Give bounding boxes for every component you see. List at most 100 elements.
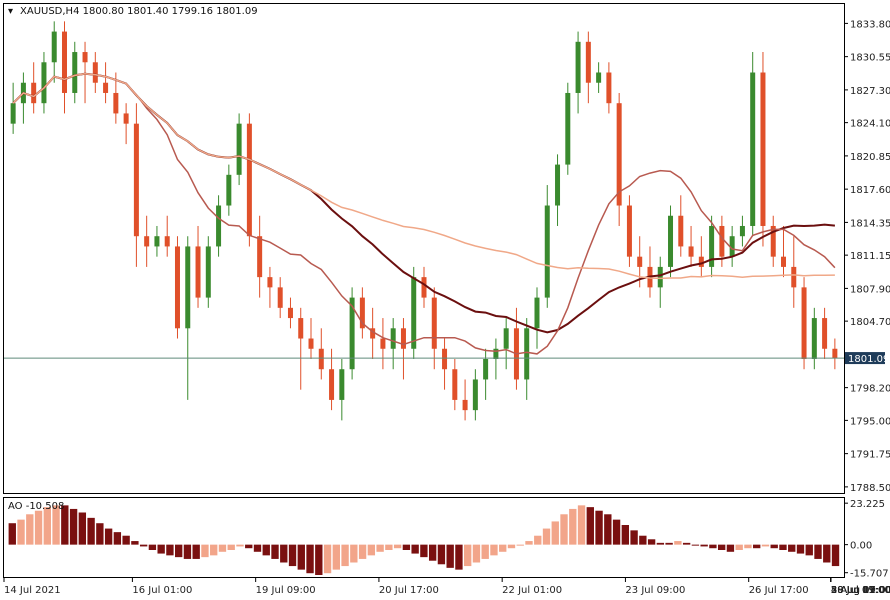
candle-body (277, 287, 283, 308)
ao-bar (61, 505, 69, 545)
ao-bar (166, 544, 174, 556)
current-price-tag (845, 352, 885, 365)
candle-body (596, 72, 602, 83)
candle-body (709, 225, 715, 267)
candle-body (298, 318, 304, 339)
candle-body (339, 369, 345, 400)
time-tick-label: 16 Jul 01:00 (132, 585, 192, 596)
price-candles (10, 21, 838, 421)
candle-body (205, 246, 211, 298)
candle-body (750, 72, 756, 226)
price-tick-label: 1814.35 (850, 218, 890, 229)
ao-bar (218, 544, 227, 552)
candle-body (123, 113, 129, 124)
candle-body (472, 379, 478, 411)
ao-bar (139, 544, 148, 547)
ao-bar (507, 544, 516, 549)
ao-bar (560, 514, 568, 545)
price-tick-label: 1833.80 (850, 19, 890, 30)
ao-bar (595, 510, 603, 545)
ao-bar (464, 544, 472, 567)
ao-bar (131, 541, 139, 545)
ao-bar (639, 535, 647, 545)
ao-bar (700, 544, 708, 547)
price-panel-frame (3, 3, 845, 494)
ao-bar (814, 544, 822, 559)
candle-body (287, 307, 293, 319)
ao-bar (691, 544, 700, 546)
candle-body (308, 338, 314, 349)
ao-bar (612, 519, 621, 545)
ao-bar (210, 544, 218, 556)
ao-bar (717, 544, 726, 550)
ao-bar (656, 542, 665, 545)
candle-body (72, 52, 78, 93)
ao-bar (779, 544, 787, 550)
ao-histogram (8, 505, 840, 575)
time-tick-label: 22 Jul 01:00 (502, 585, 562, 596)
candle-body (154, 236, 160, 247)
candle-body (668, 215, 674, 267)
ao-bar (516, 544, 524, 546)
candle-body (493, 348, 499, 359)
ao-bar (262, 544, 270, 556)
ao-bar (682, 542, 691, 545)
candle-body (113, 92, 119, 114)
ao-bar (709, 544, 717, 549)
ao-bar (148, 544, 157, 550)
ao-bar (472, 544, 481, 563)
price-tick-label: 1811.15 (850, 251, 890, 262)
time-tick-label: 4 Aug 09:00 (831, 585, 890, 596)
candle-body (246, 123, 252, 237)
ao-bar (621, 525, 630, 545)
candle-body (257, 236, 263, 278)
time-tick-label: 30 Jul 17:00 (831, 585, 890, 596)
ao-bar (17, 519, 25, 545)
candle-body (565, 92, 571, 165)
ao-bar (577, 505, 586, 545)
price-tick-label: 1824.10 (850, 119, 890, 130)
ao-bar (350, 544, 358, 563)
candle-body (51, 31, 57, 63)
time-tick-label: 19 Jul 09:00 (256, 585, 316, 596)
candle-body (688, 246, 694, 257)
ao-bar (376, 544, 384, 552)
ao-bar (823, 544, 831, 563)
time-tick-label: 3 Aug 01:00 (831, 585, 890, 596)
chart-title-arrow[interactable]: ▾ (8, 6, 13, 17)
ao-bar (192, 544, 200, 559)
candle-body (226, 174, 232, 206)
ao-bar (367, 544, 376, 556)
ao-bar (490, 544, 498, 556)
current-price-value: 1801.09 (848, 354, 889, 365)
candle-body (41, 62, 47, 104)
ao-bar (323, 544, 332, 574)
ao-bar (761, 544, 770, 547)
ao-bar (253, 544, 262, 552)
ao-bar (34, 510, 43, 545)
candle-body (318, 348, 324, 370)
ao-bar (104, 528, 113, 545)
candle-body (637, 256, 643, 267)
candle-body (657, 266, 663, 288)
ao-bar (87, 517, 95, 545)
ao-bar (481, 544, 489, 559)
price-tick-label: 1791.75 (850, 450, 890, 461)
ao-bar (420, 544, 428, 558)
candle-body (585, 41, 591, 83)
ma-mid-line (12, 73, 836, 355)
ao-bar (175, 544, 183, 558)
candle-body (390, 328, 396, 349)
ao-bar (551, 521, 559, 545)
candle-body (781, 256, 787, 267)
ao-bar (280, 544, 288, 563)
candle-body (267, 277, 273, 288)
ao-tick-label: 0.00 (850, 541, 872, 552)
ao-bar (393, 544, 402, 549)
ao-bar (8, 523, 16, 545)
ao-bar (788, 544, 796, 552)
ao-bar (297, 544, 305, 570)
candle-body (380, 338, 386, 349)
ao-bar (236, 544, 244, 547)
